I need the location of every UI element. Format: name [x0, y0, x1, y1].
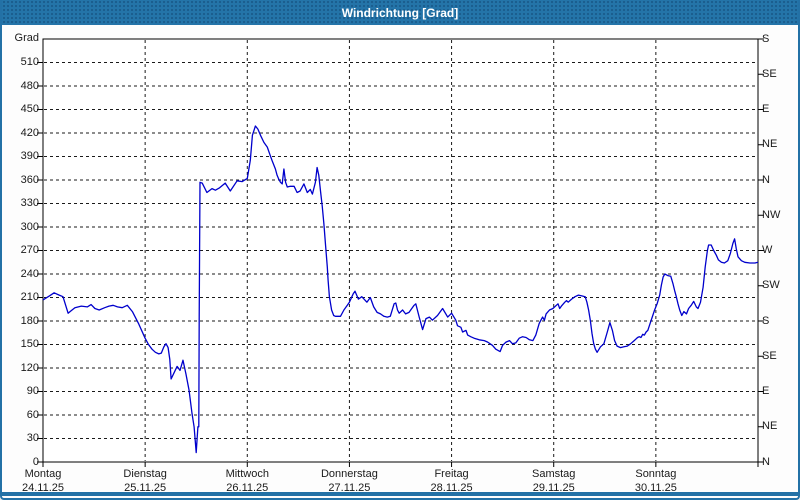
y-axis-tick-label: 150 [20, 338, 39, 350]
y-axis-tick-label: 30 [26, 432, 39, 444]
x-axis-date-label: 29.11.25 [532, 482, 575, 494]
chart-area: Grad 510 480 450 420 390 360 330 300 270 240 210 180… [2, 25, 798, 495]
y-axis-tick-label: 420 [20, 126, 39, 139]
x-axis-day-label: Montag [24, 468, 62, 480]
window-bottom-border [2, 492, 798, 496]
compass-label: S [762, 314, 770, 327]
compass-label: N [762, 173, 770, 186]
y-axis-tick-label: 90 [26, 385, 39, 397]
plot-frame [42, 38, 759, 463]
compass-label: W [762, 244, 773, 256]
compass-label: N [762, 455, 770, 468]
compass-label: S [762, 32, 770, 45]
window-title: Windrichtung [Grad] [341, 5, 459, 20]
wind-direction-chart [37, 38, 764, 467]
y-axis-tick-label: 360 [20, 173, 39, 186]
x-axis-date-label: 26.11.25 [226, 482, 269, 494]
y-axis-tick-label: 270 [20, 244, 39, 256]
y-axis-tick-label: 240 [20, 267, 39, 280]
compass-label: NW [762, 208, 781, 221]
compass-label: SE [762, 67, 777, 80]
x-axis-day-label: Freitag [434, 468, 469, 480]
x-axis-day-label: Donnerstag [320, 468, 378, 480]
y-axis-tick-label: 330 [20, 197, 39, 209]
compass-label: E [762, 103, 770, 115]
y-axis-tick-label: 0 [32, 455, 39, 468]
y-axis-tick-label: 450 [20, 103, 39, 115]
x-axis-date-label: 30.11.25 [634, 482, 677, 494]
compass-label: SW [762, 279, 780, 292]
x-axis-day-label: Samstag [531, 468, 576, 480]
y-axis-tick-label: 210 [20, 291, 39, 303]
x-axis-day-label: Sonntag [635, 468, 677, 480]
y-axis-tick-label: 510 [20, 56, 39, 68]
y-axis-tick-label: 120 [20, 361, 39, 374]
compass-label: SE [762, 349, 777, 362]
x-axis-date-label: 27.11.25 [328, 482, 371, 494]
compass-label: E [762, 385, 770, 397]
y-axis-tick-label: 480 [20, 79, 39, 92]
y-axis-title: Grad [14, 32, 39, 44]
y-axis-tick-label: 180 [20, 314, 39, 327]
x-axis-date-label: 25.11.25 [124, 482, 167, 494]
x-axis-date-label: 28.11.25 [430, 482, 473, 494]
y-axis-tick-label: 300 [20, 220, 39, 233]
wind-direction-line [42, 125, 759, 454]
compass-label: NE [762, 138, 778, 151]
y-axis-tick-label: 390 [20, 150, 39, 162]
window-titlebar[interactable]: Windrichtung [Grad] [2, 0, 798, 25]
x-axis-day-label: Dienstag [123, 468, 167, 480]
compass-label: NE [762, 420, 778, 433]
y-axis-tick-label: 60 [26, 408, 39, 421]
x-axis-day-label: Mittwoch [225, 468, 269, 480]
x-axis-date-label: 24.11.25 [21, 482, 65, 494]
